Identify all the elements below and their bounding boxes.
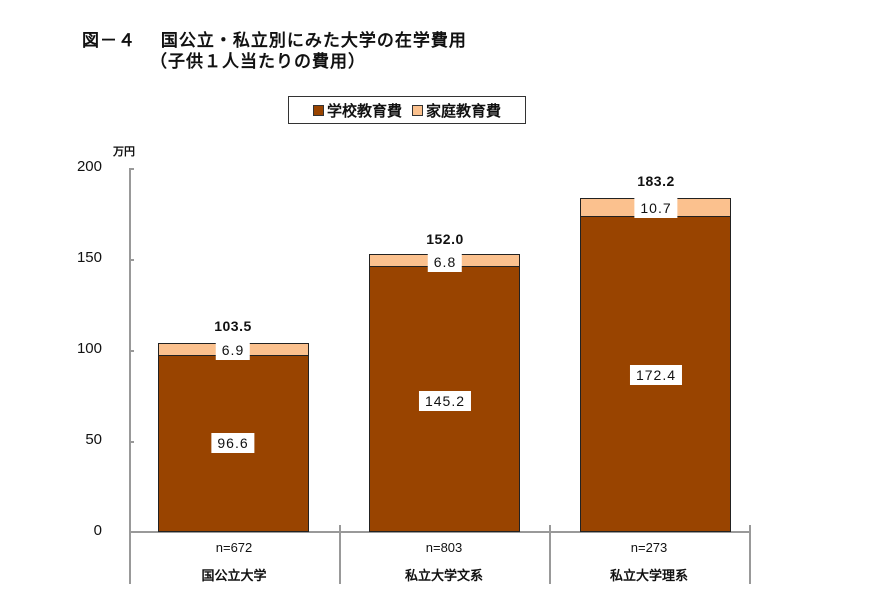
sample-size-label: n=803	[425, 540, 463, 555]
legend-label-home: 家庭教育費	[426, 101, 502, 120]
y-tick	[129, 441, 134, 443]
y-tick-label: 200	[76, 158, 102, 175]
y-tick	[129, 259, 134, 261]
y-tick-label: 0	[93, 522, 102, 539]
y-tick	[129, 350, 134, 352]
bar-school-value: 145.2	[418, 391, 472, 411]
bar-home-value: 6.9	[215, 340, 251, 360]
bar-total-label: 152.0	[426, 231, 464, 247]
legend-swatch-home-icon	[412, 104, 423, 116]
category-label: 私立大学理系	[609, 569, 689, 584]
chart-subtitle: （子供１人当たりの費用）	[150, 52, 366, 72]
sample-size-label: n=672	[215, 540, 253, 555]
chart-title: 図－４ 国公立・私立別にみた大学の在学費用	[82, 31, 467, 51]
bar-total-label: 183.2	[637, 173, 675, 189]
bar-home-value: 6.8	[427, 252, 463, 272]
bar-total-label: 103.5	[214, 318, 252, 334]
y-axis-unit: 万円	[113, 145, 135, 158]
bar-school-value: 172.4	[629, 365, 683, 385]
category-divider	[339, 525, 341, 584]
category-divider	[549, 525, 551, 584]
sample-size-label: n=273	[630, 540, 668, 555]
y-tick	[129, 168, 134, 170]
category-divider	[749, 525, 751, 584]
bar-school-value: 96.6	[211, 433, 255, 453]
y-tick-label: 100	[76, 340, 102, 357]
y-tick-label: 50	[85, 431, 102, 448]
y-axis	[129, 168, 131, 584]
y-tick-label: 150	[76, 249, 102, 266]
category-label: 国公立大学	[201, 569, 267, 584]
legend-label-school: 学校教育費	[326, 101, 402, 120]
legend-swatch-school-icon	[312, 104, 324, 116]
legend: 学校教育費 家庭教育費	[288, 96, 526, 124]
category-label: 私立大学文系	[404, 569, 484, 584]
bar-home-value: 10.7	[634, 198, 678, 218]
legend-item-home: 家庭教育費	[412, 100, 501, 121]
legend-item-school: 学校教育費	[312, 100, 402, 121]
